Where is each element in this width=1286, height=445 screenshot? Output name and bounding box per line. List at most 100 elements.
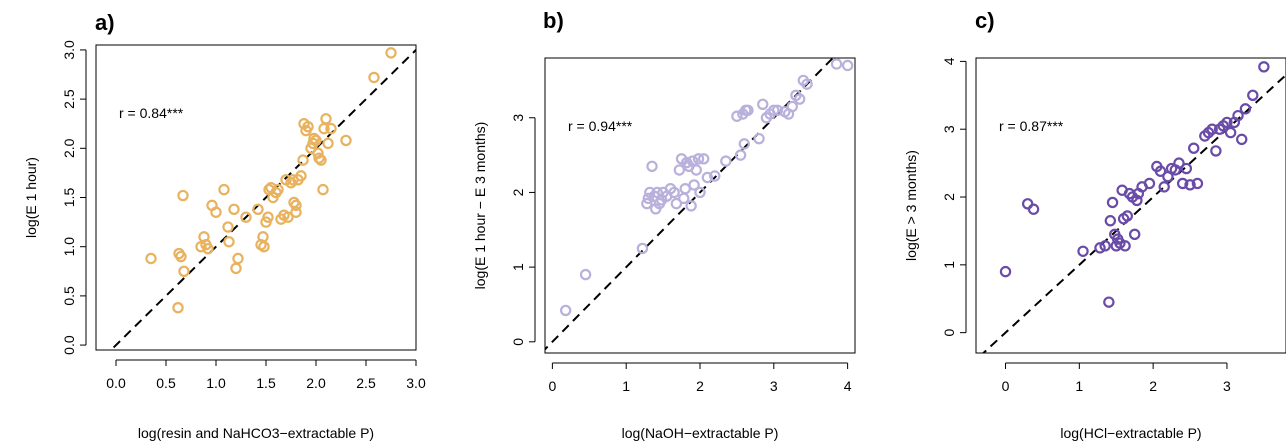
y-axis-title: log(E 1 hour) [23, 157, 39, 238]
correlation-annotation: r = 0.94*** [568, 118, 633, 134]
x-tick-label: 0.5 [156, 375, 176, 391]
panel-1: 0.0 0.5 1.0 1.5 2.0 2.5 3.0 0.0 0.5 1.0 1.5 2.0 2.5 3… [23, 10, 426, 441]
data-point [308, 132, 320, 145]
y-tick-label: 2 [941, 193, 957, 201]
data-point [317, 183, 329, 196]
data-point [385, 47, 397, 59]
data-point [368, 71, 380, 84]
data-point [145, 252, 157, 265]
x-tick-label: 1 [1075, 378, 1083, 394]
plot-frame [975, 57, 1286, 354]
data-point [738, 138, 750, 150]
data-point [1206, 123, 1218, 135]
data-point [692, 153, 705, 165]
y-tick-label: 1.0 [61, 237, 77, 257]
data-point [668, 186, 680, 199]
data-point [1239, 103, 1252, 115]
data-point [1103, 296, 1115, 308]
data-point [694, 186, 706, 199]
data-point [175, 250, 187, 263]
y-axis-title: log(E 1 hour − E 3 months) [472, 122, 488, 290]
data-point [302, 120, 314, 133]
data-point [1191, 177, 1204, 190]
data-point [793, 93, 806, 105]
data-point [701, 171, 714, 184]
data-point [1236, 133, 1248, 146]
reference-line-1to1 [545, 58, 835, 351]
y-tick-label: 0 [510, 338, 526, 346]
x-tick-label: 3 [1223, 378, 1231, 394]
data-point [686, 155, 699, 167]
data-point [579, 268, 592, 281]
data-point [1176, 177, 1189, 190]
data-point [999, 265, 1012, 278]
x-tick-label: 1.0 [206, 375, 226, 391]
y-tick-label: 2.0 [61, 138, 77, 158]
data-point [172, 301, 184, 314]
y-tick-label: 3.0 [61, 40, 77, 60]
data-point [252, 203, 264, 216]
data-point [771, 104, 784, 116]
data-point [320, 113, 332, 125]
data-point [1119, 240, 1131, 252]
data-point [697, 153, 710, 165]
data-point [642, 192, 655, 205]
plot-frame [95, 44, 417, 351]
y-tick-label: 1 [510, 263, 526, 271]
data-point [1258, 61, 1270, 73]
panel-2: 0 1 2 3 4 0 1 2 3 r = 0.94*** b) log(NaOH−extractab… [472, 8, 856, 441]
reference-line-1to1 [981, 73, 1286, 353]
x-tick-label: 0 [548, 378, 556, 394]
data-point [786, 100, 798, 113]
data-point [228, 203, 240, 216]
data-point [688, 179, 700, 191]
data-point [1128, 228, 1141, 241]
data-point [685, 200, 697, 212]
data-point [325, 122, 337, 135]
panel-label: b) [543, 8, 564, 33]
data-point [678, 192, 690, 205]
x-tick-label: 3.0 [406, 375, 426, 391]
data-point [1106, 196, 1119, 209]
data-point [1184, 179, 1196, 191]
data-point [290, 206, 302, 218]
data-point [768, 104, 780, 116]
data-point [218, 183, 230, 196]
x-tick-label: 0 [1002, 378, 1010, 394]
y-tick-label: 0 [941, 329, 957, 337]
x-tick-label: 3 [770, 378, 778, 394]
data-point [1099, 240, 1111, 252]
data-point [240, 211, 252, 223]
panel-3: 0 1 2 3 0 1 2 3 4 r = 0.87*** c) log(HCl−extractabl… [903, 8, 1286, 441]
data-point [178, 265, 190, 277]
data-point [641, 197, 653, 210]
data-point [801, 78, 813, 90]
x-axis-title: log(NaOH−extractable P) [622, 425, 779, 441]
data-point [559, 304, 572, 317]
data-point [230, 262, 242, 275]
data-point [290, 199, 302, 212]
data-point [1131, 194, 1143, 207]
x-axis-title: log(resin and NaHCO3−extractable P) [138, 425, 374, 441]
data-point [734, 149, 747, 161]
y-tick-label: 1.5 [61, 188, 77, 208]
data-point [262, 211, 274, 223]
x-tick-label: 0.0 [106, 375, 126, 391]
x-tick-label: 2 [1149, 378, 1157, 394]
x-tick-label: 4 [844, 378, 852, 394]
data-point [295, 170, 307, 182]
panel-label: a) [95, 10, 115, 35]
data-point [720, 155, 732, 167]
data-point [742, 104, 754, 116]
data-point [313, 152, 325, 164]
y-tick-label: 3 [941, 125, 957, 133]
data-point [282, 211, 294, 223]
data-point [1188, 142, 1200, 154]
data-point [222, 221, 234, 233]
data-point [841, 59, 854, 72]
y-axis-title: log(E > 3 months) [903, 150, 919, 261]
data-point [1077, 245, 1089, 257]
x-tick-label: 1.5 [256, 375, 276, 391]
y-tick-label: 1 [941, 261, 957, 269]
data-point [1210, 145, 1222, 157]
